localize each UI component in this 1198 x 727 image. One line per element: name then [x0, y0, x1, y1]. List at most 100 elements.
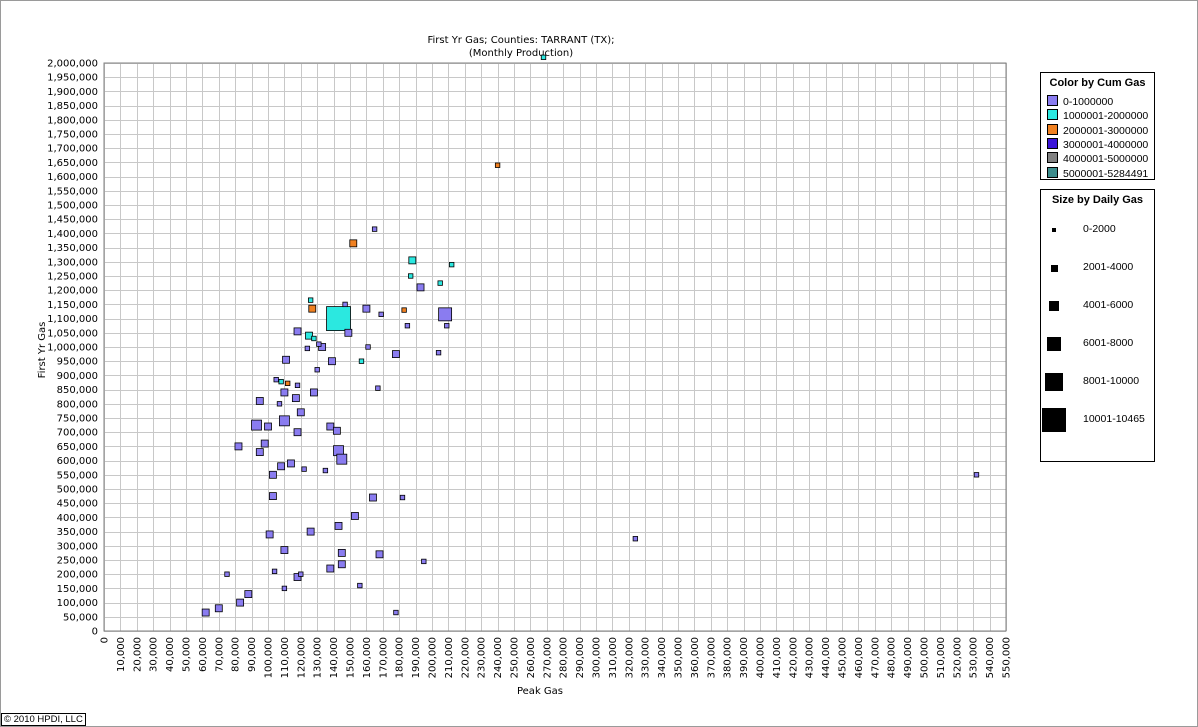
x-tick-label: 10,000 — [116, 637, 127, 672]
data-point — [444, 323, 450, 329]
y-tick-label: 1,350,000 — [47, 243, 98, 254]
data-point — [291, 394, 300, 403]
legend-label: 2000001-3000000 — [1063, 124, 1149, 137]
data-point — [276, 401, 283, 407]
data-point — [224, 571, 230, 577]
x-tick-label: 240,000 — [493, 637, 504, 678]
x-tick-label: 50,000 — [182, 637, 193, 672]
data-point — [540, 54, 547, 60]
y-tick-label: 500,000 — [57, 485, 98, 496]
data-point — [293, 428, 302, 437]
x-tick-label: 350,000 — [674, 637, 685, 678]
data-point — [437, 280, 443, 286]
data-point — [278, 378, 284, 385]
data-point — [316, 341, 322, 347]
x-tick-label: 500,000 — [920, 637, 931, 678]
color-legend: Color by Cum Gas 0-1000000 1000001-200000… — [1040, 72, 1155, 180]
size-legend-marker — [1052, 228, 1056, 232]
color-legend-entry: 5000001-5284491 — [1047, 166, 1149, 180]
x-tick-label: 80,000 — [231, 637, 242, 672]
x-tick-label: 160,000 — [362, 637, 373, 678]
x-tick-labels: 0 10,000 20,000 30,000 40,000 50,000 60,000 70,… — [100, 637, 1013, 678]
x-tick-label: 290,000 — [575, 637, 586, 678]
x-tick-label: 0 — [100, 637, 111, 643]
data-point — [494, 162, 501, 168]
chart-subtitle: (Monthly Production) — [469, 48, 573, 59]
data-point — [287, 459, 295, 468]
data-point — [278, 415, 290, 427]
y-tick-label: 400,000 — [57, 513, 98, 524]
data-point — [336, 453, 348, 465]
y-tick-label: 1,800,000 — [47, 115, 98, 126]
data-point — [269, 492, 277, 501]
x-tick-label: 380,000 — [723, 637, 734, 678]
y-tick-label: 300,000 — [57, 541, 98, 552]
x-tick-label: 250,000 — [510, 637, 521, 678]
x-tick-label: 190,000 — [411, 637, 422, 678]
x-tick-label: 460,000 — [854, 637, 865, 678]
x-tick-label: 430,000 — [805, 637, 816, 678]
size-legend-marker — [1047, 337, 1061, 351]
x-tick-label: 330,000 — [641, 637, 652, 678]
color-legend-entry: 3000001-4000000 — [1047, 137, 1149, 151]
data-point — [277, 462, 286, 471]
chart-title: First Yr Gas; Counties: TARRANT (TX); — [427, 35, 614, 46]
size-legend-marker — [1050, 264, 1058, 272]
data-point — [310, 388, 318, 397]
legend-label: 1000001-2000000 — [1063, 110, 1149, 123]
size-legend-label: 10001-10465 — [1083, 413, 1145, 425]
y-tick-label: 100,000 — [57, 598, 98, 609]
y-tick-label: 0 — [92, 627, 98, 638]
data-point — [421, 558, 427, 565]
data-point — [269, 470, 277, 479]
size-legend-marker — [1045, 373, 1063, 391]
data-point — [351, 512, 359, 520]
legend-swatch — [1047, 166, 1058, 178]
size-legend-label: 8001-10000 — [1083, 375, 1140, 387]
data-point — [260, 439, 269, 448]
y-tick-label: 950,000 — [57, 357, 98, 368]
data-point — [378, 311, 384, 317]
y-tick-labels: 0 50,000 100,000 150,000 200,000 250,000 300,0… — [47, 59, 98, 638]
y-tick-label: 600,000 — [57, 456, 98, 467]
y-tick-label: 1,200,000 — [47, 286, 98, 297]
x-tick-label: 110,000 — [280, 637, 291, 678]
data-point — [435, 350, 442, 356]
legend-swatch — [1047, 137, 1058, 149]
y-tick-label: 250,000 — [57, 556, 98, 567]
data-point — [301, 466, 307, 472]
data-point — [282, 355, 290, 364]
data-point — [375, 385, 381, 391]
y-tick-label: 850,000 — [57, 385, 98, 396]
color-legend-title: Color by Cum Gas — [1049, 77, 1146, 89]
y-tick-label: 200,000 — [57, 570, 98, 581]
x-axis-label: Peak Gas — [517, 686, 563, 697]
data-point — [326, 564, 335, 573]
data-point — [281, 585, 288, 592]
data-point — [342, 301, 348, 308]
y-tick-label: 1,650,000 — [47, 158, 98, 169]
x-tick-label: 130,000 — [313, 637, 324, 678]
x-tick-label: 320,000 — [624, 637, 635, 678]
data-point — [214, 604, 223, 613]
data-point — [255, 397, 264, 405]
y-tick-label: 650,000 — [57, 442, 98, 453]
x-tick-label: 170,000 — [378, 637, 389, 678]
y-tick-label: 1,550,000 — [47, 186, 98, 197]
y-tick-label: 700,000 — [57, 428, 98, 439]
legend-label: 3000001-4000000 — [1063, 138, 1149, 151]
data-point — [304, 345, 311, 352]
data-point — [294, 382, 301, 388]
y-tick-label: 1,400,000 — [47, 229, 98, 240]
y-tick-label: 550,000 — [57, 470, 98, 481]
legend-label: 5000001-5284491 — [1063, 167, 1149, 180]
x-tick-label: 150,000 — [346, 637, 357, 678]
y-tick-label: 350,000 — [57, 527, 98, 538]
data-point — [438, 307, 453, 322]
data-point — [201, 608, 210, 617]
data-point — [307, 297, 314, 303]
y-tick-label: 50,000 — [63, 612, 98, 623]
x-tick-label: 100,000 — [264, 637, 275, 678]
x-tick-label: 140,000 — [329, 637, 340, 678]
data-point — [401, 307, 407, 313]
